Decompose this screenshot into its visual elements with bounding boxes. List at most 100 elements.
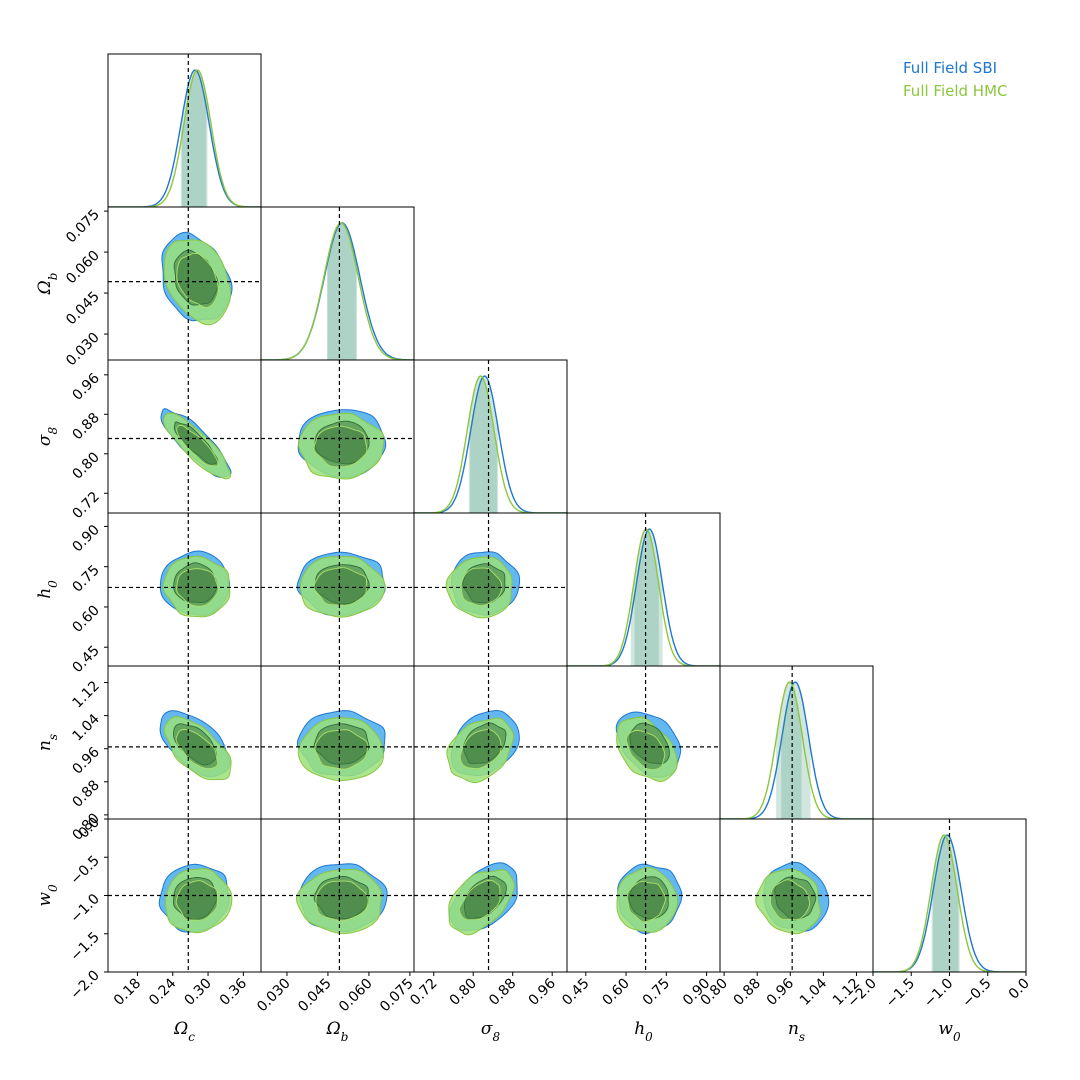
x-tick-label: 0.060 <box>336 976 376 1016</box>
y-tick-label: −1.0 <box>67 891 102 926</box>
contour-68-hmc <box>770 879 810 921</box>
contour-68-hmc <box>176 424 219 467</box>
panel-n_s-omega_c <box>107 665 262 820</box>
y-tick-label: 0.075 <box>63 207 103 247</box>
panel-h_0-h_0 <box>566 512 721 667</box>
panel-n_s-n_s <box>719 665 874 820</box>
x-axis-label: h0 <box>634 1019 653 1044</box>
y-tick-label: −1.5 <box>67 929 102 964</box>
legend: Full Field SBI Full Field HMC <box>903 59 1008 100</box>
marginal-curve-hmc <box>108 69 261 207</box>
credible-interval-sbi <box>327 223 357 360</box>
x-tick-label: 0.24 <box>146 975 179 1008</box>
y-tick-label: 0.045 <box>63 289 103 329</box>
x-tick-label: 0.36 <box>217 975 250 1008</box>
x-axis-label: Ωc <box>173 1019 195 1044</box>
panel-omega_b-omega_b <box>260 206 415 361</box>
panel-omega_b-omega_c <box>107 206 262 361</box>
y-tick-label: 0.96 <box>69 370 102 403</box>
credible-interval-sbi <box>781 682 811 819</box>
panel-n_s-omega_b <box>260 665 415 820</box>
contour-68-hmc <box>313 425 368 468</box>
x-tick-label: 0.45 <box>559 976 592 1009</box>
contour-68-hmc <box>176 568 219 607</box>
x-tick-label: 0.72 <box>407 976 440 1009</box>
x-tick-label: 0.18 <box>111 976 144 1009</box>
y-axis-label: h0 <box>35 580 60 599</box>
panel-w_0-n_s <box>719 818 874 973</box>
y-tick-label: 1.04 <box>69 711 102 744</box>
legend-entry-sbi: Full Field SBI <box>903 59 997 77</box>
y-axis-label: Ωb <box>35 273 60 296</box>
x-tick-label: 0.60 <box>600 976 633 1009</box>
credible-interval-hmc <box>630 529 659 666</box>
credible-interval-hmc <box>776 682 802 819</box>
x-axis-label: Ωb <box>326 1019 349 1044</box>
credible-interval-hmc <box>327 223 357 360</box>
contour-68-hmc <box>313 567 367 606</box>
x-tick-label: 1.04 <box>797 975 830 1008</box>
y-axis-w_0: −2.0−1.5−1.0−0.50.0w0 <box>35 815 108 1003</box>
panel-h_0-omega_b <box>260 512 415 667</box>
y-tick-label: −2.0 <box>67 968 102 1003</box>
x-tick-label: 0.80 <box>447 976 480 1009</box>
panel-w_0-w_0 <box>872 818 1027 973</box>
y-tick-label: 1.12 <box>69 678 102 711</box>
x-axis-omega_c: 0.18 0.24 0.30 0.36 Ωc <box>111 972 250 1044</box>
panel-h_0-omega_c <box>107 512 262 667</box>
x-axis-label: σ8 <box>481 1019 501 1044</box>
y-axis-label: ns <box>35 734 60 751</box>
y-axis-sigma_8: 0.72 0.80 0.88 0.96 σ8 <box>35 370 108 522</box>
x-axis-label: w0 <box>938 1019 961 1044</box>
x-tick-label: −1.5 <box>883 976 918 1011</box>
x-tick-label: 0.30 <box>182 976 215 1009</box>
y-tick-label: 0.88 <box>69 777 102 810</box>
credible-interval-hmc <box>931 835 959 972</box>
panel-n_s-h_0 <box>566 665 721 820</box>
x-tick-label: 0.045 <box>295 976 335 1016</box>
panel-sigma_8-sigma_8 <box>413 359 568 514</box>
x-tick-label: 0.96 <box>764 975 797 1008</box>
contour-68-hmc <box>176 252 219 308</box>
contour-68-hmc <box>626 881 666 923</box>
y-tick-label: 0.80 <box>69 449 102 482</box>
marginal-curve-hmc <box>261 222 414 360</box>
x-tick-label: 0.030 <box>254 976 294 1016</box>
y-axis-label: σ8 <box>35 427 60 447</box>
y-tick-label: −0.5 <box>67 853 102 888</box>
marginal-curve-hmc <box>414 375 567 513</box>
panel-n_s-sigma_8 <box>413 665 568 820</box>
y-tick-label: 0.90 <box>69 522 102 555</box>
contour-68-hmc <box>175 729 219 770</box>
panel-w_0-sigma_8 <box>413 818 568 973</box>
contour-68-hmc <box>460 567 503 607</box>
y-tick-label: 0.030 <box>63 330 103 370</box>
y-tick-label: 0.45 <box>69 643 102 676</box>
panel-h_0-sigma_8 <box>413 512 568 667</box>
contour-68-hmc <box>314 729 369 770</box>
contour-68-hmc <box>315 880 369 922</box>
y-tick-label: 0.96 <box>69 744 102 777</box>
x-axis-sigma_8: 0.72 0.80 0.88 0.96 σ8 <box>407 972 559 1044</box>
panel-w_0-omega_c <box>107 818 262 973</box>
y-tick-label: 0.60 <box>69 602 102 635</box>
x-axis-w_0: −2.0 −1.5 −1.0 −0.5 0.0w0 <box>844 972 1033 1044</box>
x-tick-label: 0.0 <box>1006 976 1033 1003</box>
y-tick-label: 0.72 <box>69 489 102 522</box>
panel-omega_c-omega_c <box>107 53 262 208</box>
x-tick-label: 0.96 <box>526 975 559 1008</box>
y-axis-h_0: 0.45 0.60 0.75 0.90 h0 <box>35 522 108 676</box>
panel-w_0-omega_b <box>260 818 415 973</box>
x-axis-label: ns <box>788 1019 805 1044</box>
x-tick-label: 0.88 <box>731 976 764 1009</box>
panel-w_0-h_0 <box>566 818 721 973</box>
y-tick-label: 0.060 <box>63 248 103 288</box>
credible-interval-hmc <box>468 376 497 513</box>
